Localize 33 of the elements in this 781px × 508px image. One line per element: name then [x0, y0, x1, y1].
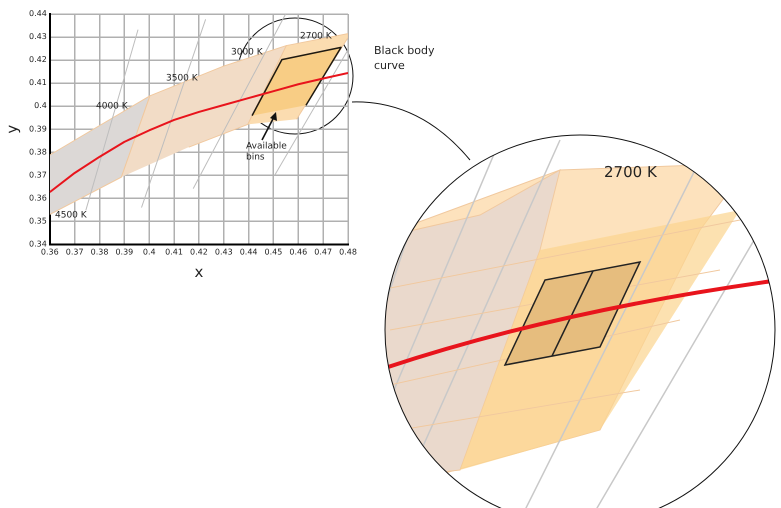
x-tick-label: 0.37 [66, 247, 84, 256]
y-tick-label: 0.4 [34, 101, 47, 110]
y-tick-label: 0.44 [29, 9, 47, 18]
x-tick-label: 0.39 [115, 247, 134, 256]
text: 2700 K [604, 163, 658, 181]
annotation: Available bins [246, 141, 288, 162]
x-tick-label: 0.4 [142, 247, 156, 256]
annotation: 4000 K [96, 101, 129, 112]
y-tick-label: 0.37 [29, 170, 47, 180]
text: Black body curve [374, 44, 435, 72]
x-tick-label: 0.46 [289, 247, 308, 256]
x-tick-label: 0.38 [90, 247, 108, 256]
annotation: 4500 K [55, 210, 88, 220]
y-tick-label: 0.38 [29, 147, 47, 156]
y-tick-label: 0.35 [29, 216, 47, 226]
x-tick-label: 0.48 [339, 247, 357, 256]
x-tick-label: 0.41 [165, 247, 183, 256]
annotation: 2700 K [300, 31, 333, 42]
y-tick-label: 0.36 [29, 193, 47, 202]
x-axis-title: x [194, 262, 204, 281]
y-tick-label: 0.43 [29, 32, 47, 42]
annotation: 3500 K [166, 73, 199, 84]
x-tick-label: 0.36 [40, 247, 59, 256]
x-tick-label: 0.45 [264, 247, 282, 256]
y-tick-label: 0.39 [29, 124, 47, 134]
x-tick-label: 0.43 [214, 247, 233, 256]
y-tick-label: 0.34 [29, 239, 47, 248]
y-tick-label: 0.41 [29, 78, 47, 88]
x-tick-label: 0.44 [240, 247, 258, 256]
x-tick-label: 0.47 [314, 247, 332, 256]
y-tick-label: 0.42 [29, 55, 47, 64]
y-axis-title: y [2, 124, 21, 134]
x-tick-label: 0.42 [190, 247, 208, 256]
